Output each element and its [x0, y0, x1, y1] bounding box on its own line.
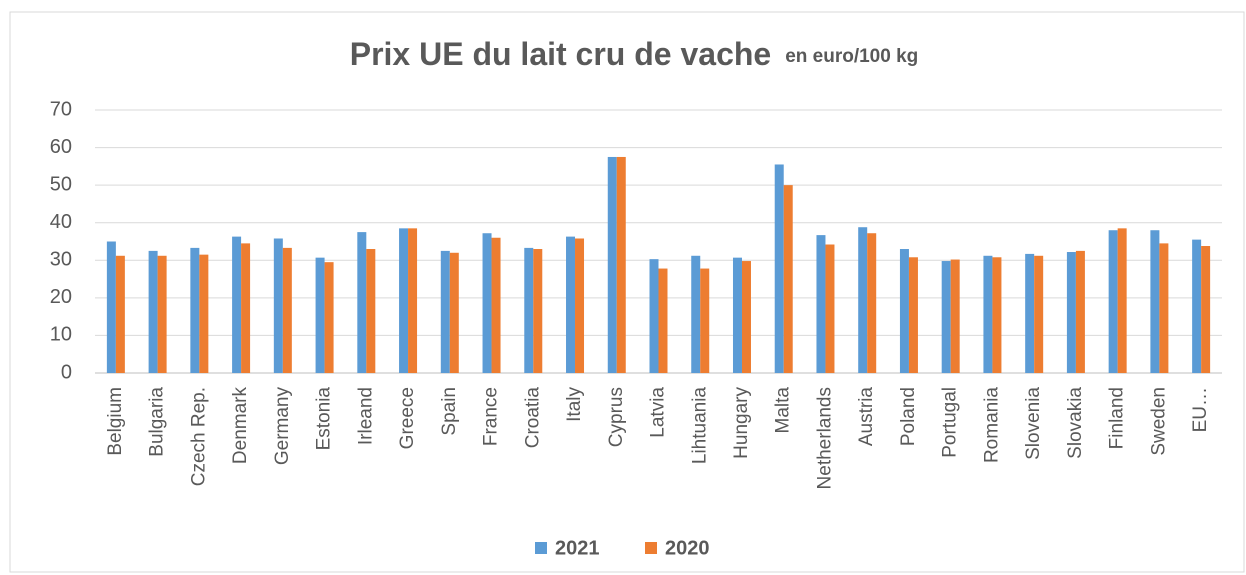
bar — [566, 236, 576, 373]
x-tick-label: Italy — [564, 387, 585, 422]
bar — [408, 228, 418, 373]
legend-swatch — [645, 542, 657, 554]
bar — [282, 247, 292, 373]
bar — [148, 250, 158, 373]
chart-title-line: Prix UE du lait cru de vache en euro/100 … — [350, 36, 919, 72]
bar — [858, 227, 868, 373]
x-tick-label: Finland — [1107, 387, 1128, 449]
x-tick-label: Hungary — [731, 387, 752, 459]
chart-subtitle: en euro/100 kg — [785, 46, 918, 67]
bar — [658, 268, 668, 373]
bar — [1066, 252, 1076, 373]
bar — [482, 233, 492, 373]
x-tick-label: EU… — [1190, 387, 1211, 432]
bar — [950, 259, 960, 373]
x-tick-label: Austria — [856, 387, 877, 447]
bar — [732, 257, 742, 373]
legend-label: 2020 — [665, 537, 710, 559]
bar — [899, 249, 909, 373]
bar — [783, 185, 793, 373]
bar — [449, 252, 459, 373]
bar — [1201, 246, 1211, 373]
x-tick-label: Belgium — [105, 387, 126, 456]
bar — [241, 243, 251, 373]
bar — [774, 164, 784, 373]
bar — [575, 238, 585, 373]
x-tick-label: Sweden — [1148, 387, 1169, 456]
bar — [315, 257, 325, 373]
x-tick-label: Spain — [439, 387, 460, 436]
y-tick-label: 20 — [50, 286, 72, 308]
bar — [649, 259, 659, 373]
x-tick-label: Denmark — [230, 387, 251, 465]
bar — [616, 156, 626, 373]
x-tick-label: Portugal — [940, 387, 961, 458]
legend-label: 2021 — [555, 537, 600, 559]
x-tick-label: Irleand — [355, 387, 376, 445]
bar — [524, 247, 534, 373]
x-tick-label: Greece — [397, 387, 418, 449]
bar — [908, 257, 918, 373]
x-tick-label: Slovenia — [1023, 387, 1044, 460]
x-tick-label: Cyprus — [606, 387, 627, 447]
bar — [190, 247, 200, 373]
x-tick-label: Romania — [981, 387, 1002, 463]
x-tick-label: Poland — [898, 387, 919, 446]
bar — [533, 249, 543, 373]
bar — [691, 255, 701, 373]
chart-title: Prix UE du lait cru de vache — [350, 36, 771, 72]
y-tick-label: 30 — [50, 249, 72, 271]
x-tick-label: Czech Rep. — [188, 387, 209, 486]
bar — [199, 254, 209, 373]
bar — [1025, 253, 1035, 373]
bar — [992, 257, 1002, 373]
bar — [366, 249, 376, 373]
x-tick-label: France — [481, 387, 502, 446]
bar — [1108, 230, 1118, 373]
x-tick-label: Lihtuania — [689, 387, 710, 465]
y-tick-label: 10 — [50, 324, 72, 346]
bar — [106, 241, 116, 373]
x-tick-label: Malta — [773, 387, 794, 434]
bar — [157, 255, 167, 373]
x-tick-label: Netherlands — [814, 387, 835, 489]
bar — [440, 250, 450, 373]
x-tick-label: Estonia — [314, 387, 335, 451]
bar — [867, 233, 877, 373]
bar — [357, 232, 367, 373]
x-tick-label: Bulgaria — [147, 387, 168, 457]
x-tick-label: Germany — [272, 387, 293, 466]
bar — [491, 237, 501, 373]
bar — [1034, 255, 1044, 373]
bar — [273, 238, 283, 373]
y-tick-label: 40 — [50, 211, 72, 233]
x-tick-label: Croatia — [522, 387, 543, 449]
x-tick-label: Slovakia — [1065, 387, 1086, 459]
bar — [741, 261, 751, 373]
bar — [607, 156, 617, 373]
bar — [1150, 230, 1160, 373]
y-tick-label: 50 — [50, 173, 72, 195]
y-tick-label: 60 — [50, 136, 72, 158]
bar — [983, 255, 993, 373]
y-tick-label: 70 — [50, 98, 72, 120]
bar — [115, 255, 125, 373]
legend-swatch — [535, 542, 547, 554]
bar — [1192, 239, 1202, 373]
bar — [324, 262, 334, 373]
bar — [941, 261, 951, 373]
bar — [1075, 250, 1085, 373]
bar — [1159, 243, 1169, 373]
bar — [825, 244, 835, 373]
bar — [1117, 228, 1127, 373]
bar — [700, 268, 710, 373]
y-tick-label: 0 — [61, 361, 72, 383]
x-tick-label: Latvia — [648, 387, 669, 438]
bar — [232, 236, 242, 373]
bar — [399, 228, 409, 373]
bar — [816, 235, 826, 373]
